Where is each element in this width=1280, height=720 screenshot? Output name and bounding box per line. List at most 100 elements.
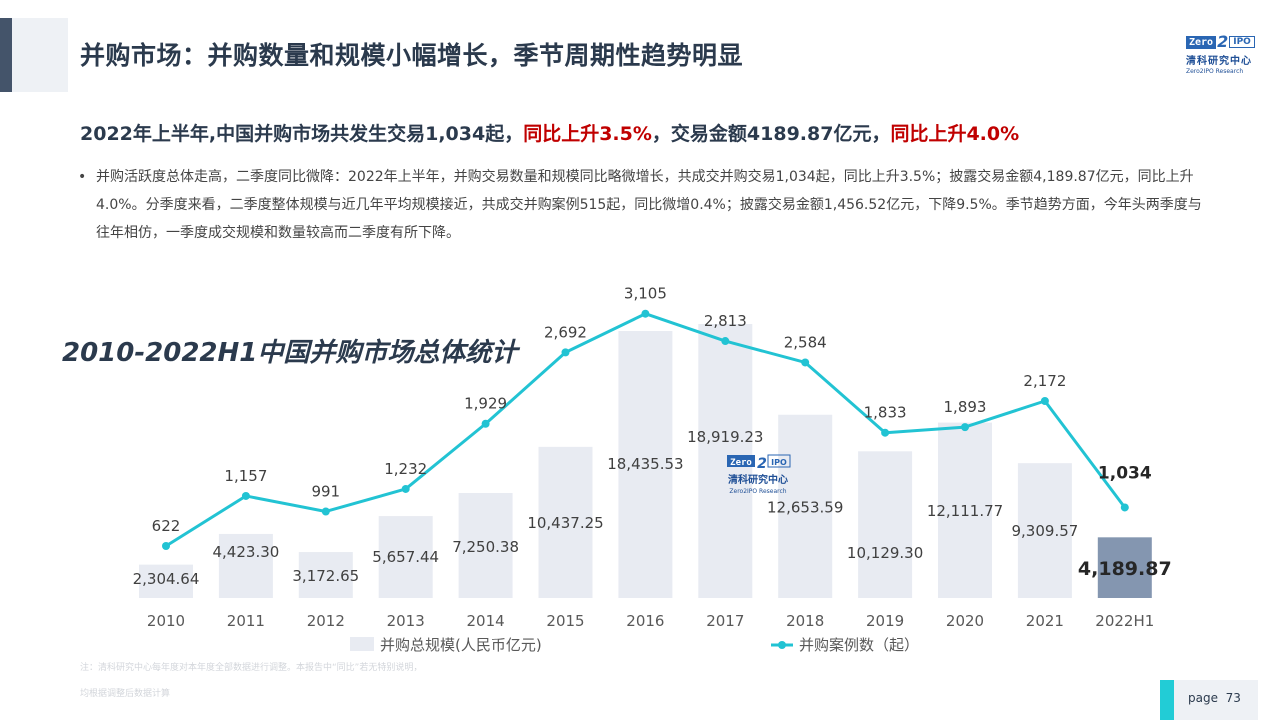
legend-label-line: 并购案例数（起） (799, 636, 919, 654)
bar-label-2016: 18,435.53 (607, 455, 683, 473)
bar-label-2015: 10,437.25 (527, 514, 603, 532)
bar-label-2019: 10,129.30 (847, 544, 923, 562)
x-tick-2013: 2013 (387, 612, 425, 630)
bar-label-2010: 2,304.64 (133, 570, 200, 588)
x-tick-2015: 2015 (546, 612, 584, 630)
brand-logo: Zero 2 IPO 清科研究中心 Zero2IPO Research (1186, 32, 1256, 75)
legend-swatch-line-marker (778, 641, 786, 649)
line-point-2013 (401, 484, 410, 493)
svg-text:Zero: Zero (730, 458, 752, 468)
bar-2022H1 (1097, 537, 1152, 598)
x-tick-2011: 2011 (227, 612, 265, 630)
line-label-2010: 622 (152, 517, 181, 535)
bar-2021 (1017, 463, 1072, 598)
line-point-2014 (481, 419, 490, 428)
subheading-part3: ，交易金额4189.87亿元， (651, 123, 891, 145)
line-point-2019 (881, 428, 890, 437)
line-label-2015: 2,692 (544, 323, 587, 341)
line-label-2021: 2,172 (1023, 372, 1066, 390)
svg-text:2: 2 (757, 456, 767, 472)
line-point-2020 (961, 423, 969, 432)
bar-label-2022H1: 4,189.87 (1078, 558, 1172, 580)
x-tick-2020: 2020 (946, 612, 984, 630)
line-point-2016 (641, 309, 650, 318)
bar-2019 (858, 451, 913, 598)
svg-text:IPO: IPO (771, 458, 787, 467)
bar-label-2017: 18,919.23 (687, 428, 763, 446)
logo-two: 2 (1217, 32, 1229, 51)
bar-2014 (458, 492, 513, 598)
x-tick-2021: 2021 (1026, 612, 1064, 630)
x-tick-2012: 2012 (307, 612, 345, 630)
footnote-line-2: 均根据调整后数据计算 (80, 689, 171, 699)
legend-swatch-bar (350, 637, 374, 651)
bullet-dot: • (78, 169, 87, 185)
line-label-2020: 1,893 (944, 398, 987, 416)
footnote-line-1: 注：清科研究中心每年度对本年度全部数据进行调整。本报告中“同比”若无特别说明， (80, 663, 423, 673)
bar-label-2014: 7,250.38 (452, 538, 519, 556)
subheading: 2022年上半年,中国并购市场共发生交易1,034起，同比上升3.5%，交易金额… (80, 119, 1019, 146)
line-label-2012: 991 (311, 482, 340, 500)
line-point-2022H1 (1120, 503, 1129, 512)
line-label-2013: 1,232 (384, 460, 427, 478)
logo-english-name: Zero2IPO Research (1186, 68, 1244, 75)
bar-2012 (298, 552, 353, 598)
header-accent-bar (0, 18, 12, 92)
x-tick-2019: 2019 (866, 612, 904, 630)
line-label-2018: 2,584 (784, 333, 827, 351)
bar-2010 (139, 564, 193, 598)
subheading-yoy-amount: 同比上升4.0% (890, 123, 1020, 145)
line-label-2016: 3,105 (624, 285, 667, 303)
line-point-2017 (721, 337, 730, 346)
logo-zero: Zero (1186, 35, 1217, 49)
line-point-2018 (801, 358, 810, 367)
bar-label-2021: 9,309.57 (1012, 522, 1079, 540)
chart-title: 2010-2022H1中国并购市场总体统计 (62, 338, 518, 368)
subheading-part1: 2022年上半年,中国并购市场共发生交易1,034起， (80, 123, 524, 145)
bar-2020 (938, 422, 992, 598)
footer-accent-bar (1160, 680, 1174, 720)
x-tick-2022H1: 2022H1 (1095, 612, 1154, 630)
footer-box (1174, 680, 1258, 720)
bar-label-2020: 12,111.77 (927, 502, 1003, 520)
svg-text:清科研究中心: 清科研究中心 (728, 473, 788, 486)
line-label-2017: 2,813 (704, 312, 747, 330)
svg-text:Zero2IPO Research: Zero2IPO Research (729, 488, 786, 495)
bullet-text: 并购活跃度总体走高，二季度同比微降：2022年上半年，并购交易数量和规模同比略微… (96, 169, 1202, 241)
bar-label-2011: 4,423.30 (213, 543, 280, 561)
subheading-yoy-count: 同比上升3.5% (523, 123, 652, 145)
line-label-2011: 1,157 (224, 467, 267, 485)
line-label-2022H1: 1,034 (1098, 463, 1152, 483)
line-label-2014: 1,929 (464, 395, 507, 413)
line-point-2011 (241, 491, 250, 500)
header-background (12, 18, 68, 92)
bar-label-2018: 12,653.59 (767, 499, 843, 517)
bar-2011 (218, 533, 273, 598)
page-label: page (1188, 691, 1218, 705)
page-title: 并购市场：并购数量和规模小幅增长，季节周期性趋势明显 (80, 41, 744, 70)
bar-2015 (538, 446, 593, 598)
line-point-2012 (321, 507, 330, 516)
summary-bullet: • 并购活跃度总体走高，二季度同比微降：2022年上半年，并购交易数量和规模同比… (78, 163, 1208, 247)
x-tick-2016: 2016 (626, 612, 664, 630)
x-tick-2018: 2018 (786, 612, 824, 630)
page-number-value: 73 (1225, 691, 1241, 705)
logo-ipo: IPO (1229, 36, 1255, 48)
bar-2018 (778, 414, 833, 598)
line-point-2010 (162, 542, 170, 551)
line-point-2015 (561, 348, 570, 357)
bar-label-2013: 5,657.44 (372, 548, 439, 566)
x-tick-2010: 2010 (147, 612, 185, 630)
bar-2013 (378, 516, 433, 598)
x-tick-2014: 2014 (467, 612, 505, 630)
bar-label-2012: 3,172.65 (292, 567, 359, 585)
bar-2016 (618, 331, 673, 598)
line-point-2021 (1040, 397, 1049, 406)
watermark-logo: Zero 2 IPO 清科研究中心 Zero2IPO Research (727, 454, 791, 495)
logo-chinese-name: 清科研究中心 (1186, 56, 1252, 67)
legend-label-bar: 并购总规模(人民币亿元) (380, 636, 542, 654)
page-number: page 73 (1188, 691, 1241, 705)
x-tick-2017: 2017 (706, 612, 744, 630)
line-label-2019: 1,833 (864, 404, 907, 422)
